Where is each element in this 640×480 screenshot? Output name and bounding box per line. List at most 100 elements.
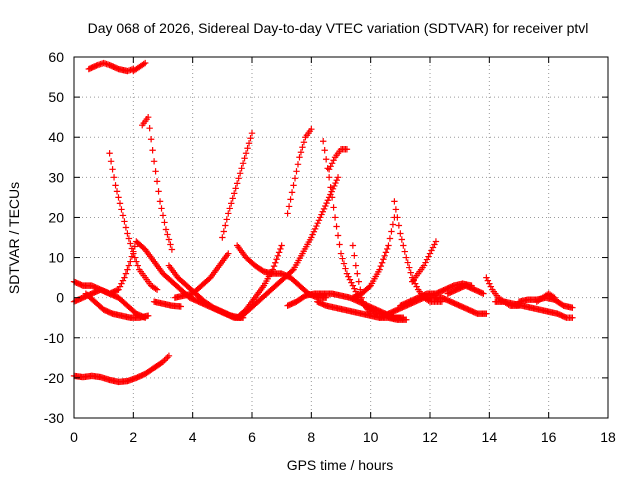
data-point bbox=[244, 145, 251, 152]
data-point bbox=[340, 260, 348, 267]
y-axis-label: SDTVAR / TECUs bbox=[6, 182, 22, 294]
data-point bbox=[366, 283, 373, 290]
data-point bbox=[239, 160, 247, 167]
series-s5 bbox=[139, 113, 176, 253]
data-point bbox=[247, 135, 254, 142]
y-tick-label: 60 bbox=[48, 49, 64, 65]
data-point bbox=[392, 206, 400, 213]
data-point bbox=[391, 198, 398, 205]
y-tick-label: 40 bbox=[48, 129, 64, 145]
data-point bbox=[328, 160, 336, 167]
data-point bbox=[310, 228, 318, 235]
data-point bbox=[317, 214, 324, 221]
data-point bbox=[153, 178, 161, 185]
data-point bbox=[296, 154, 303, 161]
data-point bbox=[328, 188, 335, 195]
data-point bbox=[398, 236, 406, 243]
data-point bbox=[118, 280, 125, 287]
data-point bbox=[133, 258, 140, 265]
x-tick-label: 14 bbox=[482, 429, 498, 445]
data-point bbox=[367, 310, 374, 317]
data-point bbox=[332, 179, 339, 187]
data-point bbox=[386, 235, 394, 242]
data-point bbox=[403, 316, 410, 323]
plot-frame bbox=[73, 56, 609, 419]
series-s3 bbox=[70, 352, 173, 386]
data-point bbox=[121, 274, 128, 281]
data-point bbox=[125, 235, 133, 242]
data-point bbox=[290, 182, 297, 189]
chart-title: Day 068 of 2026, Sidereal Day-to-day VTE… bbox=[88, 20, 589, 36]
series-s29 bbox=[492, 298, 576, 321]
data-point bbox=[569, 314, 576, 321]
data-point bbox=[177, 303, 184, 310]
x-tick-label: 8 bbox=[307, 429, 315, 445]
x-tick-label: 6 bbox=[248, 429, 256, 445]
data-point bbox=[150, 158, 158, 165]
data-point bbox=[337, 250, 345, 257]
data-point bbox=[377, 262, 385, 270]
data-point bbox=[162, 226, 170, 233]
data-point bbox=[334, 232, 342, 239]
data-point bbox=[164, 354, 171, 361]
data-point bbox=[161, 357, 168, 364]
data-point bbox=[327, 184, 334, 191]
data-point bbox=[422, 259, 429, 266]
data-point bbox=[351, 285, 358, 292]
data-point bbox=[483, 310, 490, 317]
data-point bbox=[320, 205, 328, 213]
data-point bbox=[118, 206, 125, 213]
data-point bbox=[400, 242, 407, 249]
x-tick-labels: 0 2 4 6 8 10 12 14 16 18 bbox=[70, 429, 616, 445]
data-point bbox=[140, 60, 147, 68]
data-point bbox=[223, 216, 230, 223]
data-point bbox=[487, 283, 495, 290]
data-point bbox=[330, 157, 337, 164]
data-point bbox=[569, 304, 576, 311]
data-point bbox=[152, 285, 159, 292]
data-point bbox=[549, 293, 557, 300]
data-point bbox=[325, 166, 333, 173]
x-tick-label: 18 bbox=[600, 429, 616, 445]
data-point bbox=[321, 147, 328, 154]
data-point bbox=[168, 246, 176, 253]
data-point bbox=[325, 174, 333, 181]
data-point bbox=[294, 161, 302, 168]
y-tick-label: 50 bbox=[48, 89, 64, 105]
data-point bbox=[315, 217, 323, 224]
data-point bbox=[351, 252, 358, 259]
data-point bbox=[320, 138, 327, 145]
data-point bbox=[394, 214, 401, 221]
data-point bbox=[287, 196, 294, 203]
y-tick-label: -10 bbox=[44, 330, 64, 346]
data-point bbox=[116, 283, 124, 290]
data-point bbox=[486, 280, 493, 287]
data-point bbox=[322, 202, 329, 210]
data-point bbox=[324, 197, 332, 204]
data-point bbox=[158, 205, 165, 212]
series-s27 bbox=[444, 282, 487, 297]
data-point bbox=[319, 208, 326, 215]
data-point bbox=[119, 277, 127, 284]
data-point bbox=[233, 180, 241, 187]
data-point bbox=[380, 256, 387, 263]
data-point bbox=[484, 277, 492, 284]
series-s16 bbox=[284, 126, 315, 217]
data-point bbox=[428, 247, 435, 254]
y-tick-label: 0 bbox=[56, 290, 64, 306]
data-point bbox=[248, 130, 256, 137]
series-s9 bbox=[165, 262, 244, 321]
data-point bbox=[343, 146, 351, 153]
data-point bbox=[242, 150, 250, 157]
data-point bbox=[278, 242, 285, 249]
data-point bbox=[144, 312, 152, 319]
x-tick-label: 4 bbox=[189, 429, 197, 445]
data-point bbox=[404, 259, 411, 266]
data-point bbox=[360, 298, 367, 305]
data-point bbox=[348, 279, 355, 286]
x-tick-label: 0 bbox=[70, 429, 78, 445]
data-point bbox=[289, 267, 296, 274]
data-point bbox=[144, 113, 152, 121]
data-point bbox=[119, 212, 127, 219]
data-point bbox=[235, 175, 242, 182]
